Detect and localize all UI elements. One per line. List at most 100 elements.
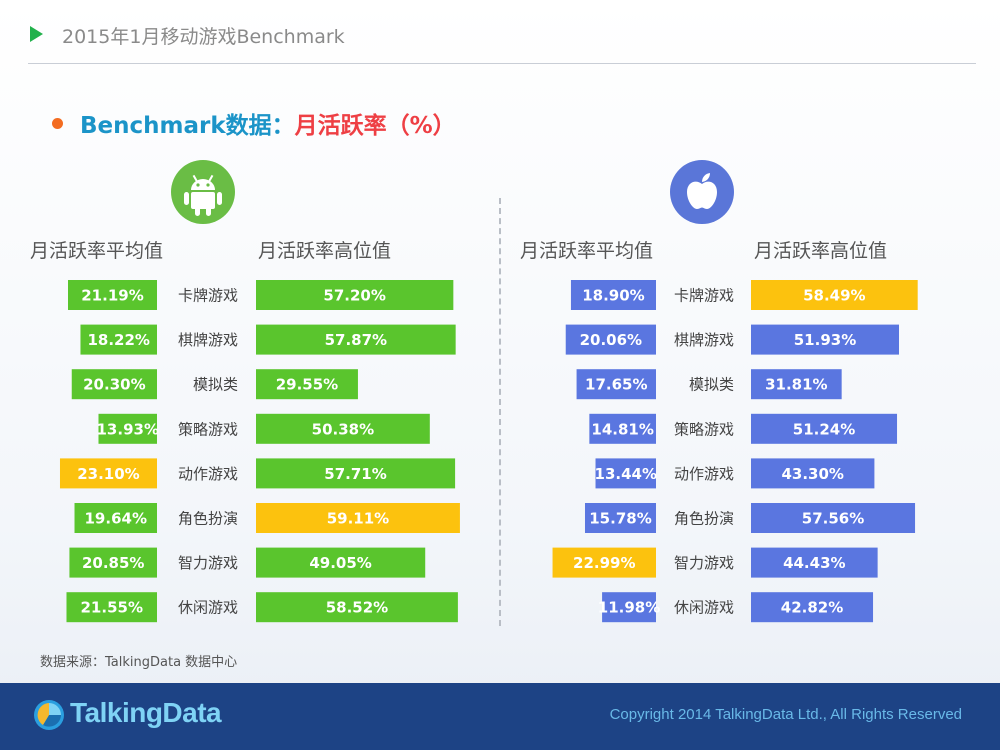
talkingdata-logo-icon [34, 700, 64, 730]
android-high-bar [256, 369, 358, 400]
android-category-label: 角色扮演 [178, 510, 238, 528]
ios-avg-bar [570, 280, 656, 310]
section-subtitle: Benchmark数据：月活跃率（%） [80, 106, 456, 140]
android-avg-bar [68, 280, 157, 310]
ios-high-label: 57.56% [802, 510, 864, 528]
ios-high-label: 42.82% [781, 599, 843, 617]
android-category-label: 模拟类 [193, 376, 238, 394]
android-high-label: 59.11% [327, 510, 389, 528]
android-category-label: 动作游戏 [178, 465, 238, 483]
android-high-label: 57.20% [323, 287, 385, 305]
android-avg-label: 19.64% [85, 510, 147, 528]
ios-high-bar [751, 503, 916, 533]
android-high-header: 月活跃率高位值 [258, 240, 392, 262]
ios-category-label: 模拟类 [689, 376, 734, 394]
ios-high-label: 31.81% [765, 376, 827, 394]
ios-avg-label: 20.06% [580, 331, 642, 349]
ios-category-label: 动作游戏 [674, 465, 734, 483]
android-high-bar [256, 324, 456, 355]
android-category-label: 卡牌游戏 [178, 287, 238, 305]
android-avg-bar [98, 413, 157, 444]
ios-high-label: 51.24% [793, 420, 855, 438]
ios-avg-label: 18.90% [582, 287, 644, 305]
android-avg-header: 月活跃率平均值 [30, 240, 164, 262]
header-divider [28, 63, 976, 64]
android-avg-label: 20.30% [83, 376, 145, 394]
android-high-label: 49.05% [309, 554, 371, 572]
android-high-bar [256, 458, 456, 489]
android-high-bar [256, 547, 426, 578]
ios-high-bar [751, 592, 874, 623]
ios-avg-bar [584, 503, 656, 533]
ios-avg-label: 13.44% [595, 465, 657, 483]
data-source: 数据来源：TalkingData 数据中心 [40, 655, 238, 670]
ios-high-bar [751, 458, 875, 489]
ios-category-label: 策略游戏 [674, 420, 734, 438]
ios-avg-label: 14.81% [591, 420, 653, 438]
ios-high-bar [751, 324, 900, 355]
ios-high-bar [751, 280, 918, 310]
android-avg-label: 18.22% [87, 331, 149, 349]
android-avg-bar [66, 592, 157, 623]
android-avg-label: 13.93% [97, 420, 159, 438]
ios-avg-header: 月活跃率平均值 [520, 240, 654, 262]
android-category-label: 棋牌游戏 [178, 331, 238, 349]
ios-avg-bar [602, 592, 656, 623]
android-high-label: 29.55% [276, 376, 338, 394]
ios-high-header: 月活跃率高位值 [754, 240, 888, 262]
ios-category-label: 卡牌游戏 [674, 287, 734, 305]
ios-avg-bar [595, 458, 656, 489]
android-high-bar [256, 503, 460, 533]
ios-avg-bar [565, 324, 656, 355]
ios-category-label: 智力游戏 [674, 554, 734, 572]
ios-avg-label: 11.98% [598, 599, 660, 617]
android-icon [171, 160, 235, 224]
android-avg-label: 21.19% [81, 287, 143, 305]
header-arrow-icon [30, 26, 43, 42]
footer-bar [0, 683, 1000, 750]
ios-avg-label: 15.78% [589, 510, 651, 528]
android-high-bar [256, 592, 458, 623]
copyright-text: Copyright 2014 TalkingData Ltd., All Rig… [609, 706, 962, 723]
subtitle-metric: 月活跃率（%） [294, 113, 456, 139]
android-avg-label: 20.85% [82, 554, 144, 572]
android-avg-bar [80, 324, 157, 355]
ios-avg-bar [589, 413, 656, 444]
talkingdata-logo-text: TalkingData [70, 697, 222, 728]
android-avg-bar [69, 547, 157, 578]
bullet-icon [52, 118, 63, 129]
ios-category-label: 角色扮演 [674, 510, 734, 528]
android-high-label: 58.52% [326, 599, 388, 617]
subtitle-prefix: Benchmark数据： [80, 113, 295, 139]
ios-high-label: 44.43% [783, 554, 845, 572]
apple-icon [670, 160, 734, 224]
ios-avg-label: 22.99% [573, 554, 635, 572]
android-avg-label: 21.55% [81, 599, 143, 617]
ios-high-bar [751, 413, 898, 444]
android-high-label: 50.38% [312, 420, 374, 438]
page-title: 2015年1月移动游戏Benchmark [62, 26, 345, 48]
ios-high-label: 51.93% [794, 331, 856, 349]
android-high-bar [256, 280, 454, 310]
android-avg-bar [59, 458, 158, 489]
android-category-label: 休闲游戏 [178, 599, 238, 617]
android-high-label: 57.71% [324, 465, 386, 483]
android-avg-bar [71, 369, 157, 400]
ios-category-label: 休闲游戏 [674, 599, 734, 617]
android-high-label: 57.87% [325, 331, 387, 349]
platform-divider [499, 198, 501, 626]
ios-avg-bar [576, 369, 656, 400]
ios-avg-bar [552, 547, 656, 578]
ios-high-label: 58.49% [803, 287, 865, 305]
android-category-label: 智力游戏 [178, 554, 238, 572]
android-high-bar [256, 413, 430, 444]
ios-avg-label: 17.65% [585, 376, 647, 394]
ios-high-bar [751, 369, 842, 400]
ios-category-label: 棋牌游戏 [674, 331, 734, 349]
ios-high-label: 43.30% [781, 465, 843, 483]
android-avg-bar [74, 503, 157, 533]
android-category-label: 策略游戏 [178, 420, 238, 438]
android-avg-label: 23.10% [77, 465, 139, 483]
ios-high-bar [751, 547, 878, 578]
